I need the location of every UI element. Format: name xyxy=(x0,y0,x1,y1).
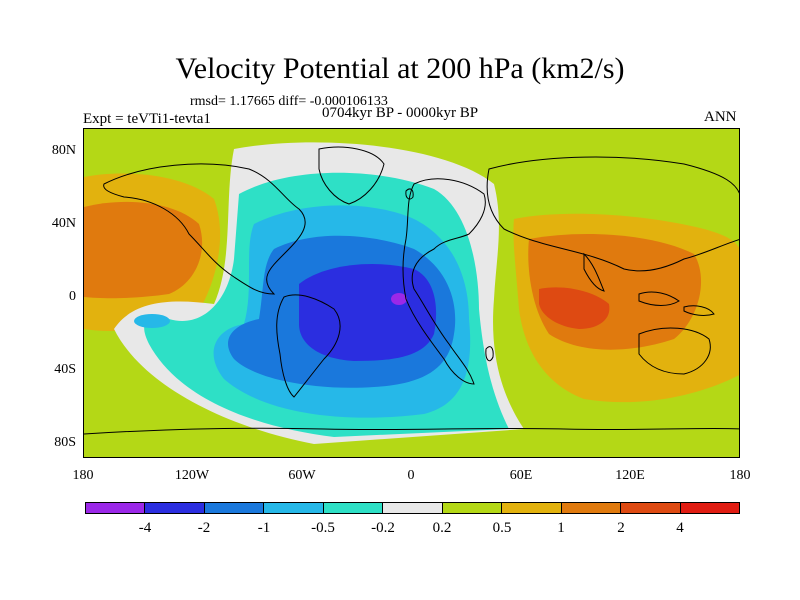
lon-label-180w: 180 xyxy=(72,468,94,483)
map-panel xyxy=(83,128,740,458)
coastlines xyxy=(84,146,739,435)
colorbar-box-10 xyxy=(680,503,739,513)
lat-label-80n: 80N xyxy=(51,143,76,158)
contour-small-patch xyxy=(134,314,170,328)
lon-label-60w: 60W xyxy=(288,468,316,483)
colorbar-box-8 xyxy=(561,503,622,513)
colorbar-box-2 xyxy=(204,503,265,513)
colorbar-label-8: 2 xyxy=(617,520,625,536)
lon-label-0: 0 xyxy=(407,468,415,483)
map-title: Velocity Potential at 200 hPa (km2/s) xyxy=(175,52,625,85)
colorbar-label-1: -2 xyxy=(197,520,211,536)
colorbar-label-3: -0.5 xyxy=(311,520,335,536)
colorbar-label-7: 1 xyxy=(557,520,565,536)
lon-label-120w: 120W xyxy=(174,468,210,483)
season-label: ANN xyxy=(704,109,737,125)
colorbar-box-9 xyxy=(621,503,681,513)
colorbar-label-0: -4 xyxy=(138,520,152,536)
contour-neg-4 xyxy=(391,293,407,305)
colorbar-box-1 xyxy=(145,503,205,513)
colorbar-label-6: 0.5 xyxy=(492,520,512,536)
lat-label-40n: 40N xyxy=(51,216,76,231)
lat-label-0: 0 xyxy=(69,289,76,304)
contour-positive-east-4 xyxy=(539,287,610,329)
contour-map xyxy=(84,129,739,457)
colorbar-box-3 xyxy=(264,503,324,513)
stats-text: rmsd= 1.17665 diff= -0.000106133 xyxy=(190,94,388,109)
period-text: 0704kyr BP - 0000kyr BP xyxy=(322,105,479,121)
colorbar-box-4 xyxy=(323,503,384,513)
colorbar-box-7 xyxy=(502,503,562,513)
contour-positive-west-core xyxy=(84,201,203,299)
lon-label-120e: 120E xyxy=(615,468,645,483)
lon-label-180e: 180 xyxy=(729,468,751,483)
lon-label-60e: 60E xyxy=(509,468,533,483)
colorbar-label-9: 4 xyxy=(676,520,684,536)
colorbar-box-5 xyxy=(383,503,443,513)
colorbar-box-0 xyxy=(86,503,146,513)
colorbar-label-5: 0.2 xyxy=(432,520,452,536)
colorbar-label-4: -0.2 xyxy=(371,520,395,536)
lat-label-80s: 80S xyxy=(54,435,76,450)
colorbar-label-2: -1 xyxy=(257,520,271,536)
experiment-label: Expt = teVTi1-tevta1 xyxy=(83,111,211,127)
colorbar xyxy=(85,502,740,514)
colorbar-box-6 xyxy=(442,503,503,513)
lat-label-40s: 40S xyxy=(54,362,76,377)
contour-neg-2 xyxy=(299,264,437,361)
